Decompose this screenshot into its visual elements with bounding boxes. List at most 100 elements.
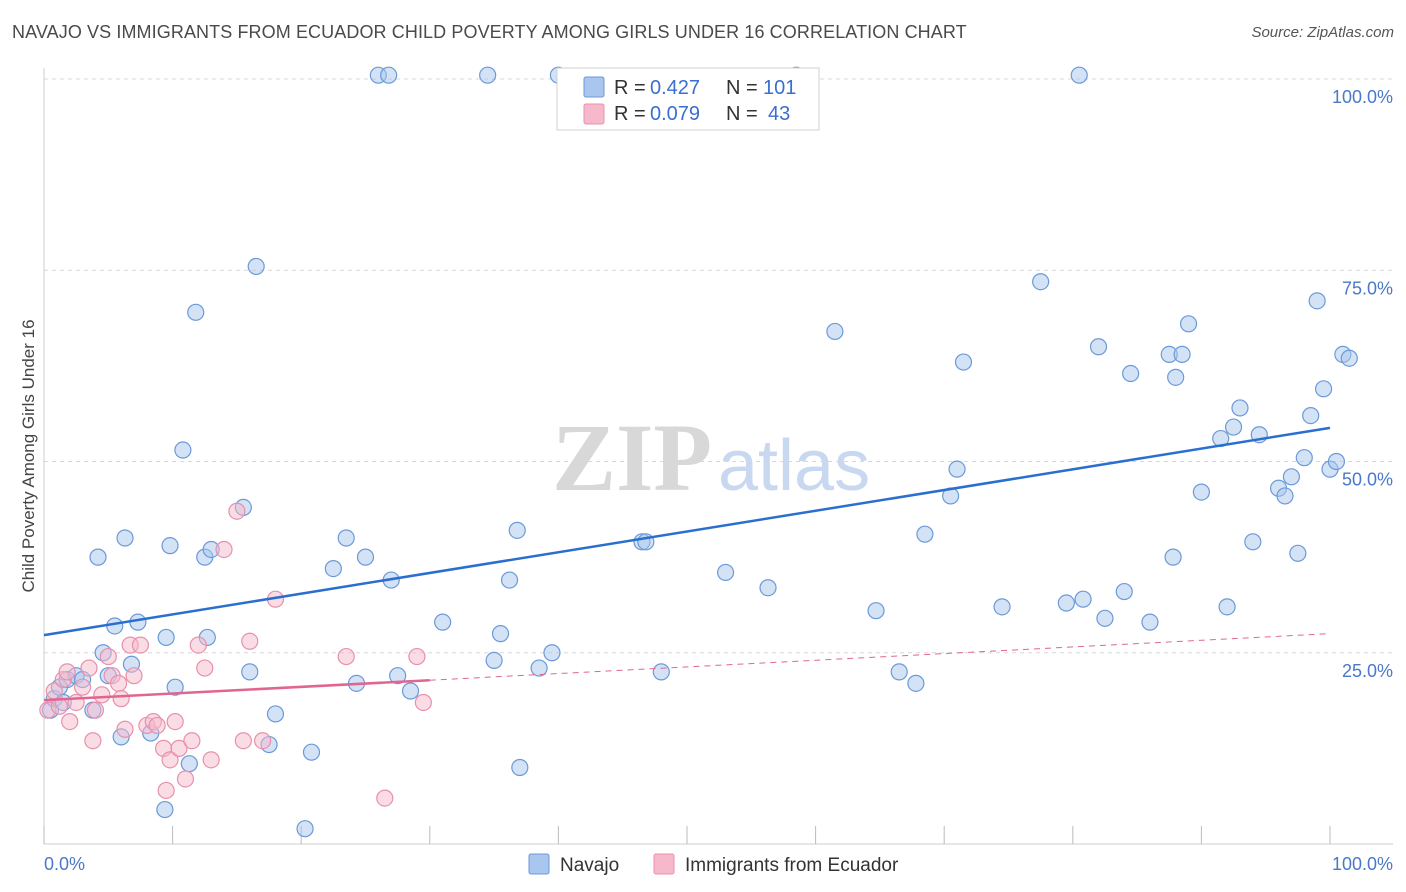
legend-r-value-1: 0.427 — [650, 77, 700, 99]
navajo-point-11 — [106, 617, 124, 635]
ecuador-point-39 — [337, 647, 355, 666]
top-legend: R = 0.427 N = 101 R = 0.079 N = 43 — [556, 67, 820, 131]
legend-n-label-1: N = — [726, 77, 758, 99]
ecuador-point-16 — [116, 720, 134, 738]
navajo-point-22 — [180, 755, 198, 773]
ecuador-point-41 — [408, 647, 426, 666]
navajo-point-94 — [1302, 407, 1320, 425]
navajo-point-68 — [1032, 273, 1050, 291]
navajo-point-86 — [1231, 399, 1249, 417]
navajo-point-13 — [116, 529, 134, 547]
source-label: Source: ZipAtlas.com — [1251, 24, 1394, 41]
ecuador-point-33 — [215, 540, 233, 559]
ecuador-point-22 — [148, 716, 166, 735]
navajo-point-51 — [543, 644, 561, 662]
trend-lines — [43, 426, 1331, 702]
navajo-point-44 — [479, 66, 497, 84]
navajo-point-79 — [1167, 368, 1185, 386]
navajo-point-60 — [867, 602, 885, 620]
navajo-point-59 — [826, 322, 844, 341]
navajo-point-72 — [1089, 338, 1108, 356]
y-tick-labels: 25.0% 50.0% 75.0% 100.0% — [1332, 87, 1393, 681]
navajo-point-33 — [302, 743, 321, 761]
navajo-point-92 — [1289, 544, 1307, 562]
x-tick-label-min: 0.0% — [44, 854, 85, 874]
chart-title: NAVAJO VS IMMIGRANTS FROM ECUADOR CHILD … — [12, 22, 967, 42]
navajo-point-100 — [1340, 349, 1358, 367]
legend-swatch-ecuador — [583, 103, 605, 125]
navajo-point-80 — [1173, 345, 1191, 363]
navajo-point-57 — [759, 579, 777, 597]
navajo-point-84 — [1218, 598, 1236, 616]
navajo-point-63 — [916, 525, 934, 543]
navajo-point-41 — [389, 667, 407, 685]
navajo-point-98 — [1327, 452, 1346, 471]
navajo-point-55 — [652, 663, 670, 681]
navajo-point-31 — [266, 705, 285, 723]
navajo-point-85 — [1224, 418, 1243, 436]
ecuador-point-19 — [131, 636, 150, 654]
grid — [44, 78, 1393, 654]
navajo-point-71 — [1074, 590, 1092, 608]
ecuador-point-30 — [189, 636, 207, 654]
legend-n-value-2: 43 — [768, 103, 790, 125]
navajo-point-23 — [187, 303, 205, 321]
legend-r-label-2: R = — [614, 103, 646, 125]
navajo-point-73 — [1096, 609, 1114, 627]
ecuador-point-28 — [176, 770, 195, 788]
navajo-point-21 — [174, 441, 192, 459]
ecuador-point-35 — [234, 732, 252, 750]
ecuador-point-36 — [241, 632, 259, 650]
navajo-point-49 — [511, 758, 529, 777]
x-tick-label-max: 100.0% — [1332, 854, 1393, 874]
navajo-point-45 — [485, 651, 503, 670]
navajo-point-61 — [890, 663, 908, 681]
ecuador-point-27 — [170, 739, 188, 757]
navajo-point-46 — [491, 625, 510, 643]
bottom-legend-swatch-ecuador — [653, 853, 675, 875]
navajo-point-56 — [716, 563, 735, 582]
ecuador-point-11 — [93, 686, 111, 704]
ecuador-point-18 — [125, 667, 143, 685]
legend-r-value-2: 0.079 — [650, 103, 700, 125]
navajo-point-19 — [161, 537, 179, 555]
navajo-point-70 — [1070, 66, 1088, 84]
ecuador-point-37 — [254, 732, 272, 750]
navajo-point-81 — [1179, 315, 1198, 333]
navajo-trend-line — [43, 426, 1331, 637]
navajo-point-48 — [508, 521, 526, 539]
ecuador-trend-line-dashed — [429, 633, 1331, 681]
navajo-point-20 — [166, 678, 184, 696]
navajo-point-8 — [89, 548, 107, 566]
navajo-point-87 — [1244, 533, 1262, 551]
y-tick-label-25: 25.0% — [1342, 661, 1393, 681]
navajo-point-76 — [1141, 613, 1159, 631]
ecuador-point-9 — [84, 732, 102, 750]
ecuador-point-10 — [86, 701, 105, 719]
ecuador-point-40 — [376, 789, 394, 807]
y-tick-label-100: 100.0% — [1332, 87, 1393, 107]
navajo-point-17 — [156, 800, 174, 819]
bottom-legend-label-navajo: Navajo — [560, 855, 619, 876]
navajo-point-75 — [1122, 364, 1140, 383]
navajo-point-90 — [1276, 487, 1294, 505]
watermark: ZIP atlas — [552, 404, 870, 511]
bottom-legend-label-ecuador: Immigrants from Ecuador — [685, 855, 899, 876]
ecuador-point-5 — [61, 712, 79, 731]
navajo-point-74 — [1115, 582, 1133, 601]
bottom-legend-swatch-navajo — [528, 853, 550, 875]
navajo-point-62 — [907, 674, 925, 692]
ecuador-point-24 — [157, 781, 175, 800]
legend-n-value-1: 101 — [763, 77, 796, 99]
ecuador-point-25 — [161, 751, 179, 769]
navajo-point-37 — [356, 548, 375, 566]
ecuador-point-12 — [99, 647, 117, 666]
ecuador-point-6 — [67, 693, 85, 712]
navajo-point-66 — [954, 353, 973, 371]
navajo-point-78 — [1164, 548, 1182, 566]
y-axis-title: Child Poverty Among Girls Under 16 — [19, 319, 38, 592]
ecuador-points — [39, 502, 432, 807]
navajo-point-34 — [324, 559, 342, 578]
navajo-point-69 — [1057, 594, 1075, 612]
